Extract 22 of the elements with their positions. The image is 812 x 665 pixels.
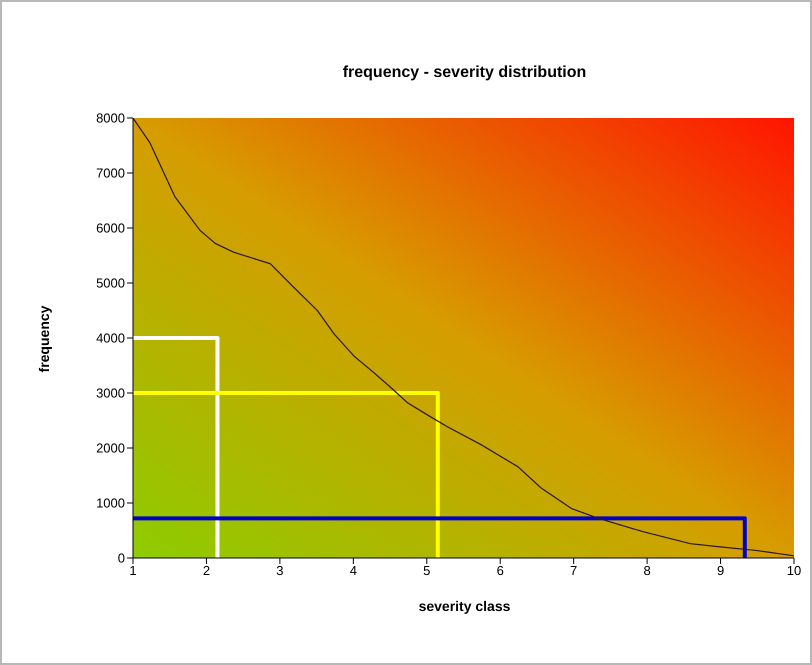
x-tick-label: 2	[202, 563, 210, 578]
y-tick-label: 2000	[96, 440, 125, 456]
x-tick-label: 1	[129, 563, 137, 578]
y-tick-label: 0	[118, 550, 125, 566]
x-tick-label: 7	[570, 563, 578, 578]
x-tick-label: 6	[496, 563, 504, 578]
x-axis-title: severity class	[418, 598, 512, 614]
y-tick-label: 1000	[96, 496, 125, 511]
y-tick-label: 6000	[96, 220, 125, 236]
y-axis-title: frequency	[36, 306, 52, 372]
x-tick-label: 10	[786, 563, 802, 578]
x-tick-label: 3	[276, 563, 284, 578]
x-tick-label: 5	[423, 563, 430, 578]
chart-title: frequency - severity distribution	[342, 64, 588, 82]
y-tick-label: 3000	[96, 386, 125, 401]
y-tick-label: 5000	[96, 276, 125, 291]
y-tick-label: 8000	[96, 110, 125, 126]
x-tick-label: 9	[716, 563, 724, 578]
x-tick-label: 4	[350, 563, 357, 578]
y-tick-label: 7000	[96, 166, 125, 181]
y-tick-label: 4000	[96, 330, 125, 346]
x-tick-label: 8	[643, 563, 651, 578]
